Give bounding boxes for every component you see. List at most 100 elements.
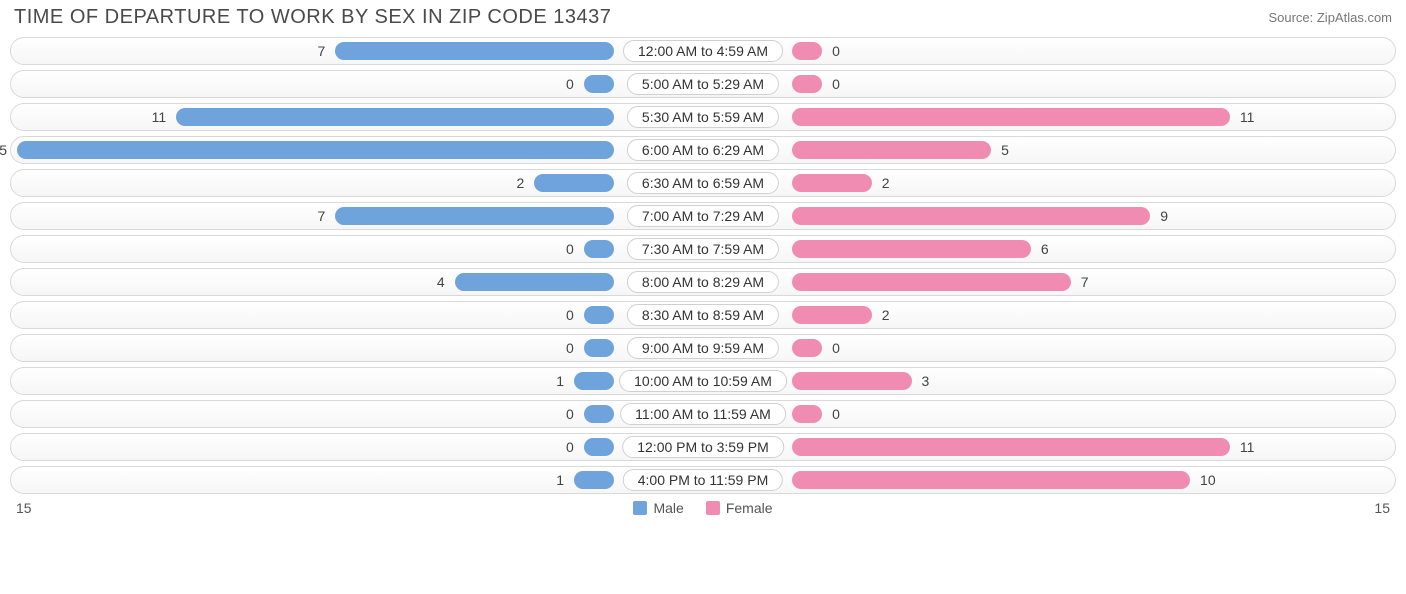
legend-label-male: Male xyxy=(653,500,683,516)
male-half: 1 xyxy=(17,368,703,394)
male-value: 1 xyxy=(556,472,564,488)
male-half: 0 xyxy=(17,302,703,328)
male-bar xyxy=(335,207,614,225)
category-label: 5:00 AM to 5:29 AM xyxy=(627,73,779,95)
female-value: 9 xyxy=(1160,208,1168,224)
female-bar xyxy=(792,108,1230,126)
chart-footer: 15 Male Female 15 xyxy=(10,494,1396,516)
chart-row: 1 3 10:00 AM to 10:59 AM xyxy=(10,367,1396,395)
chart-title: TIME OF DEPARTURE TO WORK BY SEX IN ZIP … xyxy=(14,6,611,29)
female-half: 11 xyxy=(703,434,1389,460)
chart-row: 7 0 12:00 AM to 4:59 AM xyxy=(10,37,1396,65)
male-bar xyxy=(584,75,614,93)
male-value: 1 xyxy=(556,373,564,389)
male-value: 0 xyxy=(566,406,574,422)
female-value: 5 xyxy=(1001,142,1009,158)
male-bar xyxy=(584,306,614,324)
female-bar xyxy=(792,306,872,324)
male-bar xyxy=(335,42,614,60)
male-half: 0 xyxy=(17,401,703,427)
chart-row: 028:30 AM to 8:59 AM xyxy=(10,301,1396,329)
male-half: 0 xyxy=(17,71,703,97)
female-bar xyxy=(792,42,822,60)
female-bar xyxy=(792,207,1150,225)
male-value: 0 xyxy=(566,241,574,257)
category-label: 5:30 AM to 5:59 AM xyxy=(627,106,779,128)
female-value: 3 xyxy=(922,373,930,389)
female-value: 11 xyxy=(1240,109,1255,125)
male-bar xyxy=(17,141,614,159)
female-half: 5 xyxy=(703,137,1389,163)
chart-row: 7 9 7:00 AM to 7:29 AM xyxy=(10,202,1396,230)
chart-row: 0011:00 AM to 11:59 AM xyxy=(10,400,1396,428)
female-bar xyxy=(792,240,1031,258)
female-half: 0 xyxy=(703,38,1389,64)
category-label: 12:00 AM to 4:59 AM xyxy=(623,40,783,62)
legend-item-female: Female xyxy=(706,500,773,516)
male-value: 15 xyxy=(0,142,7,158)
category-label: 8:00 AM to 8:29 AM xyxy=(627,271,779,293)
male-half: 0 xyxy=(17,434,703,460)
male-half: 2 xyxy=(17,170,703,196)
female-bar xyxy=(792,405,822,423)
male-value: 7 xyxy=(318,43,326,59)
category-label: 10:00 AM to 10:59 AM xyxy=(619,370,787,392)
female-bar xyxy=(792,372,911,390)
male-half: 0 xyxy=(17,236,703,262)
female-value: 7 xyxy=(1081,274,1089,290)
male-value: 7 xyxy=(318,208,326,224)
legend-item-male: Male xyxy=(633,500,683,516)
female-half: 11 xyxy=(703,104,1389,130)
chart-row: 1556:00 AM to 6:29 AM xyxy=(10,136,1396,164)
female-value: 10 xyxy=(1200,472,1216,488)
category-label: 12:00 PM to 3:59 PM xyxy=(622,436,784,458)
female-half: 0 xyxy=(703,335,1389,361)
category-label: 9:00 AM to 9:59 AM xyxy=(627,337,779,359)
axis-max-right: 15 xyxy=(1374,500,1390,516)
chart-header: TIME OF DEPARTURE TO WORK BY SEX IN ZIP … xyxy=(10,6,1396,37)
legend: Male Female xyxy=(32,500,1375,516)
female-half: 10 xyxy=(703,467,1389,493)
female-bar xyxy=(792,339,822,357)
female-value: 0 xyxy=(832,340,840,356)
female-half: 9 xyxy=(703,203,1389,229)
female-value: 0 xyxy=(832,76,840,92)
male-bar xyxy=(584,240,614,258)
category-label: 6:00 AM to 6:29 AM xyxy=(627,139,779,161)
female-value: 0 xyxy=(832,406,840,422)
source-attribution: Source: ZipAtlas.com xyxy=(1268,6,1392,25)
chart-row: 11 11 5:30 AM to 5:59 AM xyxy=(10,103,1396,131)
male-half: 7 xyxy=(17,203,703,229)
swatch-male xyxy=(633,501,647,515)
male-value: 2 xyxy=(516,175,524,191)
chart-row: 226:30 AM to 6:59 AM xyxy=(10,169,1396,197)
male-bar xyxy=(455,273,614,291)
female-value: 0 xyxy=(832,43,840,59)
female-half: 6 xyxy=(703,236,1389,262)
female-half: 7 xyxy=(703,269,1389,295)
male-bar xyxy=(534,174,614,192)
female-bar xyxy=(792,273,1071,291)
female-half: 0 xyxy=(703,71,1389,97)
female-half: 3 xyxy=(703,368,1389,394)
female-value: 2 xyxy=(882,175,890,191)
male-value: 0 xyxy=(566,340,574,356)
male-value: 4 xyxy=(437,274,445,290)
male-bar xyxy=(574,471,614,489)
chart-container: TIME OF DEPARTURE TO WORK BY SEX IN ZIP … xyxy=(0,0,1406,526)
male-value: 11 xyxy=(152,109,167,125)
female-bar xyxy=(792,141,991,159)
male-bar xyxy=(584,405,614,423)
female-bar xyxy=(792,174,872,192)
chart-row: 0 1112:00 PM to 3:59 PM xyxy=(10,433,1396,461)
chart-row: 067:30 AM to 7:59 AM xyxy=(10,235,1396,263)
category-label: 8:30 AM to 8:59 AM xyxy=(627,304,779,326)
male-value: 0 xyxy=(566,439,574,455)
female-half: 2 xyxy=(703,302,1389,328)
male-value: 0 xyxy=(566,76,574,92)
category-label: 4:00 PM to 11:59 PM xyxy=(623,469,783,491)
category-label: 7:00 AM to 7:29 AM xyxy=(627,205,779,227)
male-bar xyxy=(574,372,614,390)
chart-row: 4 7 8:00 AM to 8:29 AM xyxy=(10,268,1396,296)
male-half: 4 xyxy=(17,269,703,295)
